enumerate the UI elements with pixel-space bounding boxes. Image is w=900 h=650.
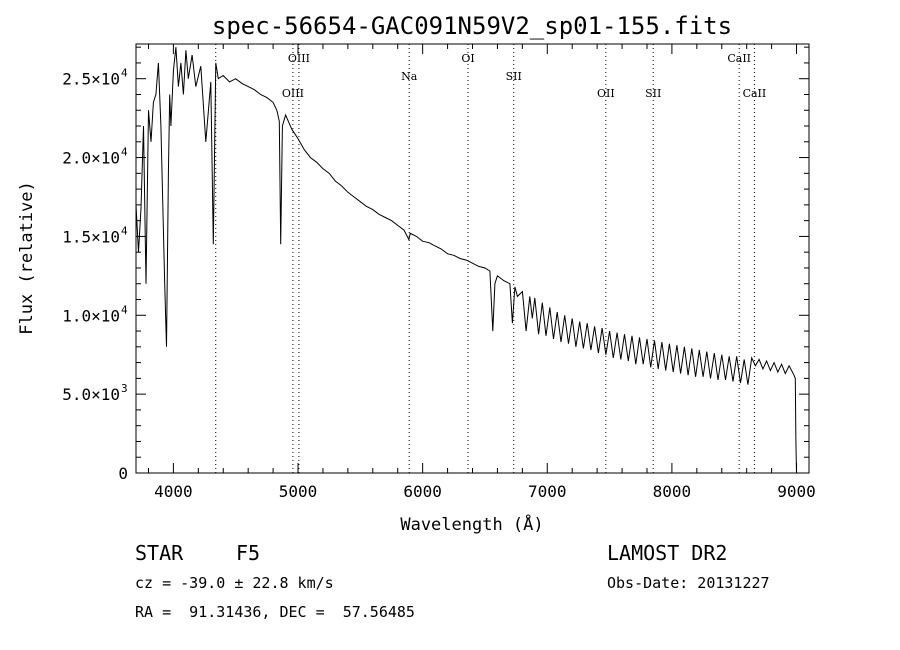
ra-dec-coordinates: RA = 91.31436, DEC = 57.56485	[135, 603, 415, 621]
y-tick-label: 1.5×10 4	[62, 224, 128, 246]
y-tick-mantissa: 5.0×10	[62, 385, 120, 404]
y-tick-label: 1.0×10 4	[62, 303, 128, 325]
x-tick-label: 7000	[528, 482, 567, 501]
y-tick-mantissa: 1.5×10	[62, 227, 120, 246]
spectral-line-label: CaII	[743, 87, 767, 100]
x-tick-label: 5000	[279, 482, 318, 501]
x-axis-label: Wavelength (Å)	[400, 513, 543, 535]
chart-title: spec-56654-GAC091N59V2_sp01-155.fits	[212, 12, 732, 40]
object-class: STAR	[135, 541, 184, 565]
spectral-line-label: SII	[506, 70, 522, 83]
y-tick-exponent: 3	[121, 382, 128, 395]
spectral-line-label: OII	[597, 87, 615, 100]
spectral-line-label: SII	[645, 87, 661, 100]
x-tick-label: 8000	[653, 482, 692, 501]
y-tick-mantissa: 1.0×10	[62, 306, 120, 325]
y-tick-exponent: 4	[121, 303, 128, 316]
x-tick-label: 6000	[403, 482, 442, 501]
spectral-line-label: OIII	[288, 52, 310, 65]
y-tick-exponent: 4	[121, 146, 128, 159]
y-axis-label: Flux (relative)	[17, 181, 37, 335]
y-tick-mantissa: 2.5×10	[62, 70, 120, 89]
spectral-line-label: OIII	[282, 87, 304, 100]
y-tick-mantissa: 2.0×10	[62, 149, 120, 168]
x-tick-label: 9000	[777, 482, 816, 501]
x-tick-label: 4000	[154, 482, 193, 501]
spectral-line-label: OI	[461, 52, 474, 65]
y-tick-label: 2.5×10 4	[62, 67, 128, 89]
plot-frame	[135, 43, 810, 474]
y-tick-exponent: 4	[121, 224, 128, 237]
spectral-line-label: Na	[401, 70, 418, 83]
y-tick-mantissa: 0	[118, 464, 128, 483]
y-tick-label: 0	[118, 464, 128, 483]
redshift-velocity: cz = -39.0 ± 22.8 km/s	[135, 574, 334, 592]
line-annotations: OIII OIII Na OI SII OII SII CaII CaII	[215, 44, 767, 473]
y-tick-label: 5.0×10 3	[62, 382, 127, 404]
spectral-line-label: CaII	[727, 52, 751, 65]
axis-ticks	[136, 44, 809, 474]
spectrum-line	[135, 47, 797, 474]
y-tick-exponent: 4	[121, 67, 128, 80]
survey-name: LAMOST DR2	[607, 541, 728, 565]
object-subclass: F5	[236, 541, 261, 565]
observation-date: Obs-Date: 20131227	[607, 574, 770, 592]
y-tick-label: 2.0×10 4	[62, 146, 128, 168]
